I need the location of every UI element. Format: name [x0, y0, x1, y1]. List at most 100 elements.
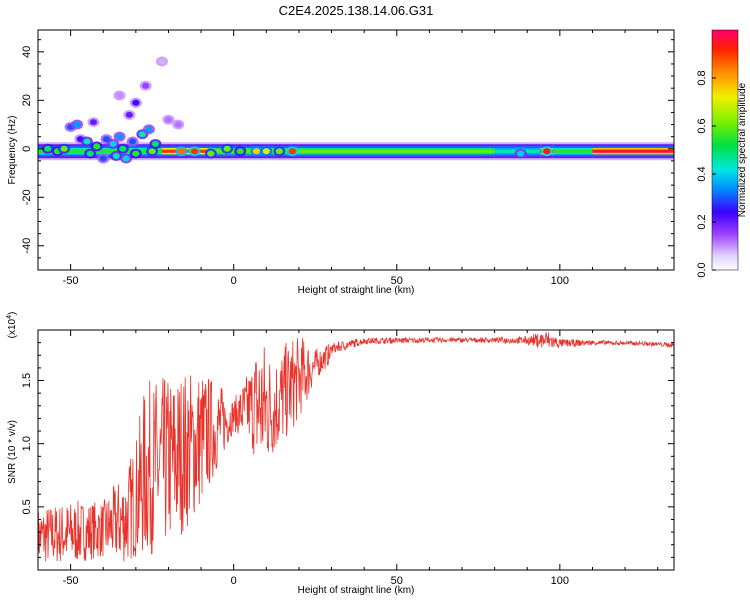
spectral-blob	[84, 148, 97, 159]
spectrogram-y-axis-label: Frequency (Hz)	[7, 116, 18, 185]
spectral-blob	[142, 124, 155, 135]
spectral-blob-core	[102, 136, 111, 143]
spectral-blob-core	[543, 148, 551, 155]
colorbar-tick-label: 0.8	[696, 70, 708, 85]
spectrogram-x-tick-label: 0	[231, 275, 237, 287]
spectrogram-axes: -50 0 50 100 40 20 0 -20 -40	[21, 30, 674, 287]
snr-series-line	[38, 332, 674, 564]
spectral-blob-core	[122, 155, 130, 162]
spectral-blob	[120, 153, 133, 164]
spectrogram-y-tick-label: -40	[21, 238, 33, 254]
spectral-blob-core	[119, 145, 127, 152]
colorbar-gradient	[711, 29, 739, 271]
spectral-blob	[234, 146, 247, 157]
svg-text:(x104): (x104)	[6, 312, 18, 339]
spectral-blob	[139, 80, 152, 91]
spectral-blob	[41, 143, 54, 154]
spectral-blob	[250, 146, 263, 157]
spectral-blob	[514, 148, 527, 159]
spectral-blob-core	[142, 82, 150, 89]
spectral-blob	[129, 97, 142, 108]
spectral-blob-core	[288, 148, 296, 155]
spectral-blob-core	[252, 148, 261, 155]
spectral-blob	[155, 56, 168, 67]
spectral-blob	[540, 146, 553, 157]
spectral-blob-core	[138, 131, 146, 138]
snr-scale-label: (x104)	[6, 312, 18, 339]
spectral-blob-core	[83, 138, 91, 145]
spectral-blob-core	[517, 150, 525, 157]
spectrogram-heatmap	[38, 56, 674, 164]
spectral-blob	[80, 136, 93, 147]
spectral-blob	[123, 109, 136, 120]
spectral-blob	[175, 146, 188, 157]
spectral-blob-core	[125, 111, 133, 118]
colorbar-ticks: 0.0 0.2 0.4 0.6 0.8	[696, 70, 716, 278]
spectral-blob	[113, 131, 126, 142]
snr-y-tick-label: 0.5	[21, 499, 33, 514]
spectrogram-x-tick-label: 50	[391, 275, 403, 287]
colorbar: 0.0 0.2 0.4 0.6 0.8 Normalized spectral ampl…	[696, 29, 748, 278]
spectral-blob-core	[145, 126, 153, 133]
snr-x-tick-label: 50	[391, 575, 403, 587]
spectral-blob-core	[158, 58, 166, 65]
spectral-blob	[126, 136, 139, 147]
spectrogram-y-tick-label: 0	[21, 146, 33, 152]
spectral-blob-core	[151, 140, 160, 147]
spectral-blob-core	[44, 145, 52, 152]
spectral-blob	[116, 143, 129, 154]
spectral-blob-core	[132, 99, 140, 106]
spectral-blob	[90, 141, 103, 152]
spectrogram-x-axis-label: Height of straight line (km)	[298, 285, 415, 296]
spectral-blob	[97, 153, 110, 164]
spectrogram-y-tick-label: -20	[21, 189, 33, 205]
spectral-blob	[129, 148, 142, 159]
spectral-blob-core	[112, 153, 120, 160]
spectral-blob	[286, 146, 299, 157]
spectral-blob-core	[89, 119, 98, 126]
colorbar-tick-label: 0.4	[696, 166, 708, 181]
spectral-blob-core	[190, 148, 199, 155]
spectral-blob	[204, 148, 217, 159]
band-segment-6-layer-4	[553, 149, 593, 153]
spectral-blob	[149, 138, 162, 149]
spectral-blob	[107, 138, 120, 149]
spectrogram-panel: -50 0 50 100 40 20 0 -20 -40 Height of straight …	[7, 29, 675, 296]
spectral-blob-core	[115, 92, 124, 99]
snr-scale-exponent: 4	[6, 315, 13, 319]
spectral-blob	[110, 151, 123, 162]
spectral-blob	[172, 119, 185, 130]
spectral-blob	[221, 143, 234, 154]
snr-scale-prefix: (x10	[7, 318, 18, 338]
spectral-blob	[188, 146, 201, 157]
spectral-blob	[113, 90, 126, 101]
spectrogram-frame	[37, 29, 675, 271]
colorbar-tick-label: 0.0	[696, 262, 708, 277]
colorbar-tick-label: 0.2	[696, 214, 708, 229]
spectral-blob-core	[115, 133, 124, 140]
spectral-blob-core	[93, 143, 101, 150]
spectral-blob-core	[223, 145, 231, 152]
spectral-blob	[71, 119, 84, 130]
band-segment-7-layer-4	[592, 149, 674, 153]
snr-y-tick-label: 1.5	[21, 373, 33, 388]
snr-x-tick-label: 100	[551, 575, 569, 587]
spectral-blob-core	[236, 148, 244, 155]
snr-axes: -50 0 50 100 0.5 1.0 1.5	[21, 330, 674, 587]
snr-y-tick-label: 1.0	[21, 436, 33, 451]
snr-x-tick-label: 0	[231, 575, 237, 587]
spectral-blob-core	[86, 150, 94, 157]
spectral-blob-core	[262, 148, 270, 155]
snr-x-axis-label: Height of straight line (km)	[298, 585, 415, 596]
spectral-blob-core	[148, 148, 156, 155]
snr-x-tick-label: -50	[63, 575, 79, 587]
figure-title: C2E4.2025.138.14.06.G31	[279, 3, 434, 18]
snr-panel: -50 0 50 100 0.5 1.0 1.5 Height of straight li…	[6, 312, 675, 596]
spectral-blob-core	[275, 148, 283, 155]
colorbar-label: Normalized spectral amplitude	[737, 82, 748, 217]
spectral-blob	[273, 146, 286, 157]
snr-y-axis-label: SNR (10 * v/v)	[7, 420, 18, 484]
spectral-blob-core	[73, 121, 81, 128]
spectral-blob-core	[132, 150, 140, 157]
